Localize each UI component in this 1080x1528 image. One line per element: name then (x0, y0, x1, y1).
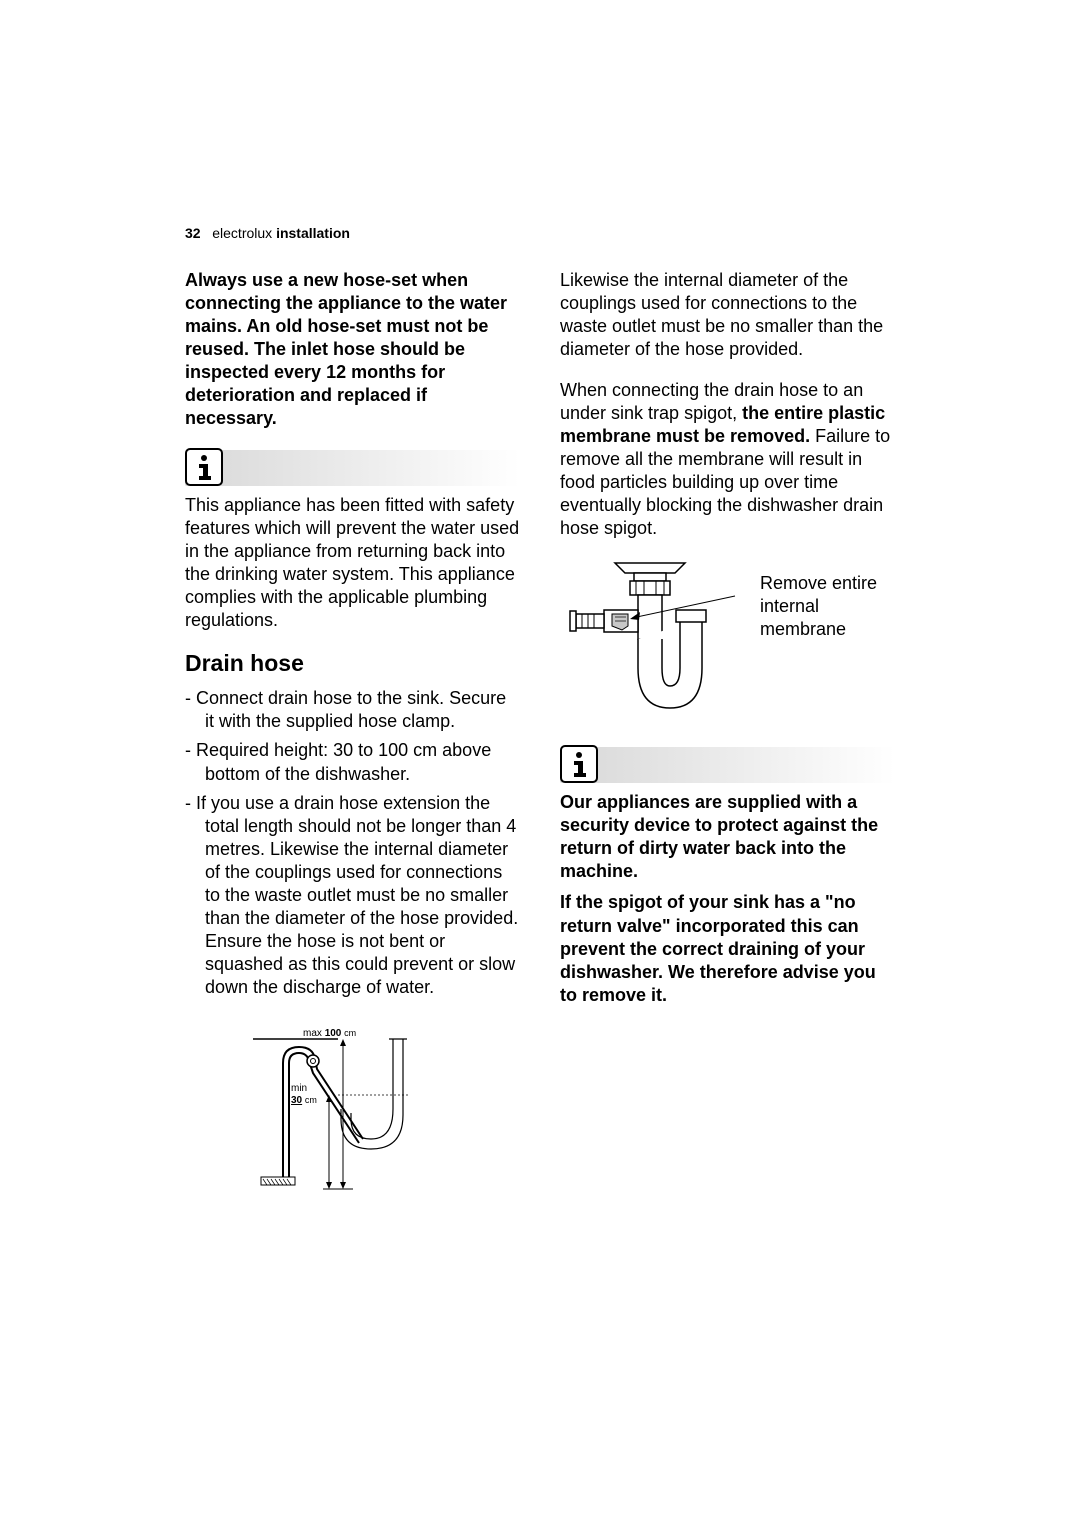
info-callout-bar (185, 450, 520, 486)
svg-text:30 cm: 30 cm (291, 1095, 317, 1106)
svg-text:max 100 cm: max 100 cm (303, 1028, 356, 1039)
section-name: installation (276, 225, 350, 241)
page-number: 32 (185, 225, 201, 241)
membrane-para: When connecting the drain hose to an und… (560, 379, 895, 540)
info-callout-bar (560, 747, 895, 783)
two-column-layout: Always use a new hose-set when connectin… (185, 269, 895, 1204)
info-bar-gradient (185, 450, 520, 486)
brand-name: electrolux (212, 225, 272, 241)
hose-warning: Always use a new hose-set when connectin… (185, 269, 520, 430)
info-icon (560, 745, 598, 783)
list-item: Connect drain hose to the sink. Secure i… (185, 687, 520, 733)
no-return-valve-info: If the spigot of your sink has a "no ret… (560, 891, 895, 1006)
info-bar-gradient (560, 747, 895, 783)
drain-height-figure: max 100 cm (185, 1019, 520, 1204)
drain-hose-heading: Drain hose (185, 650, 520, 677)
drain-hose-list: Connect drain hose to the sink. Secure i… (185, 687, 520, 998)
left-column: Always use a new hose-set when connectin… (185, 269, 520, 1204)
security-device-info: Our appliances are supplied with a secur… (560, 791, 895, 883)
trap-figure-label: Remove entire internal membrane (760, 572, 890, 641)
trap-figure: Remove entire internal membrane (560, 558, 895, 723)
page-header: 32 electrolux installation (185, 225, 895, 241)
svg-text:min: min (291, 1083, 307, 1094)
page: 32 electrolux installation Always use a … (0, 0, 1080, 1528)
list-item: If you use a drain hose extension the to… (185, 792, 520, 999)
content-area: 32 electrolux installation Always use a … (185, 225, 895, 1204)
right-column: Likewise the internal diameter of the co… (560, 269, 895, 1204)
info-icon (185, 448, 223, 486)
coupling-diameter-para: Likewise the internal diameter of the co… (560, 269, 895, 361)
safety-info-para: This appliance has been fitted with safe… (185, 494, 520, 632)
list-item: Required height: 30 to 100 cm above bott… (185, 739, 520, 785)
